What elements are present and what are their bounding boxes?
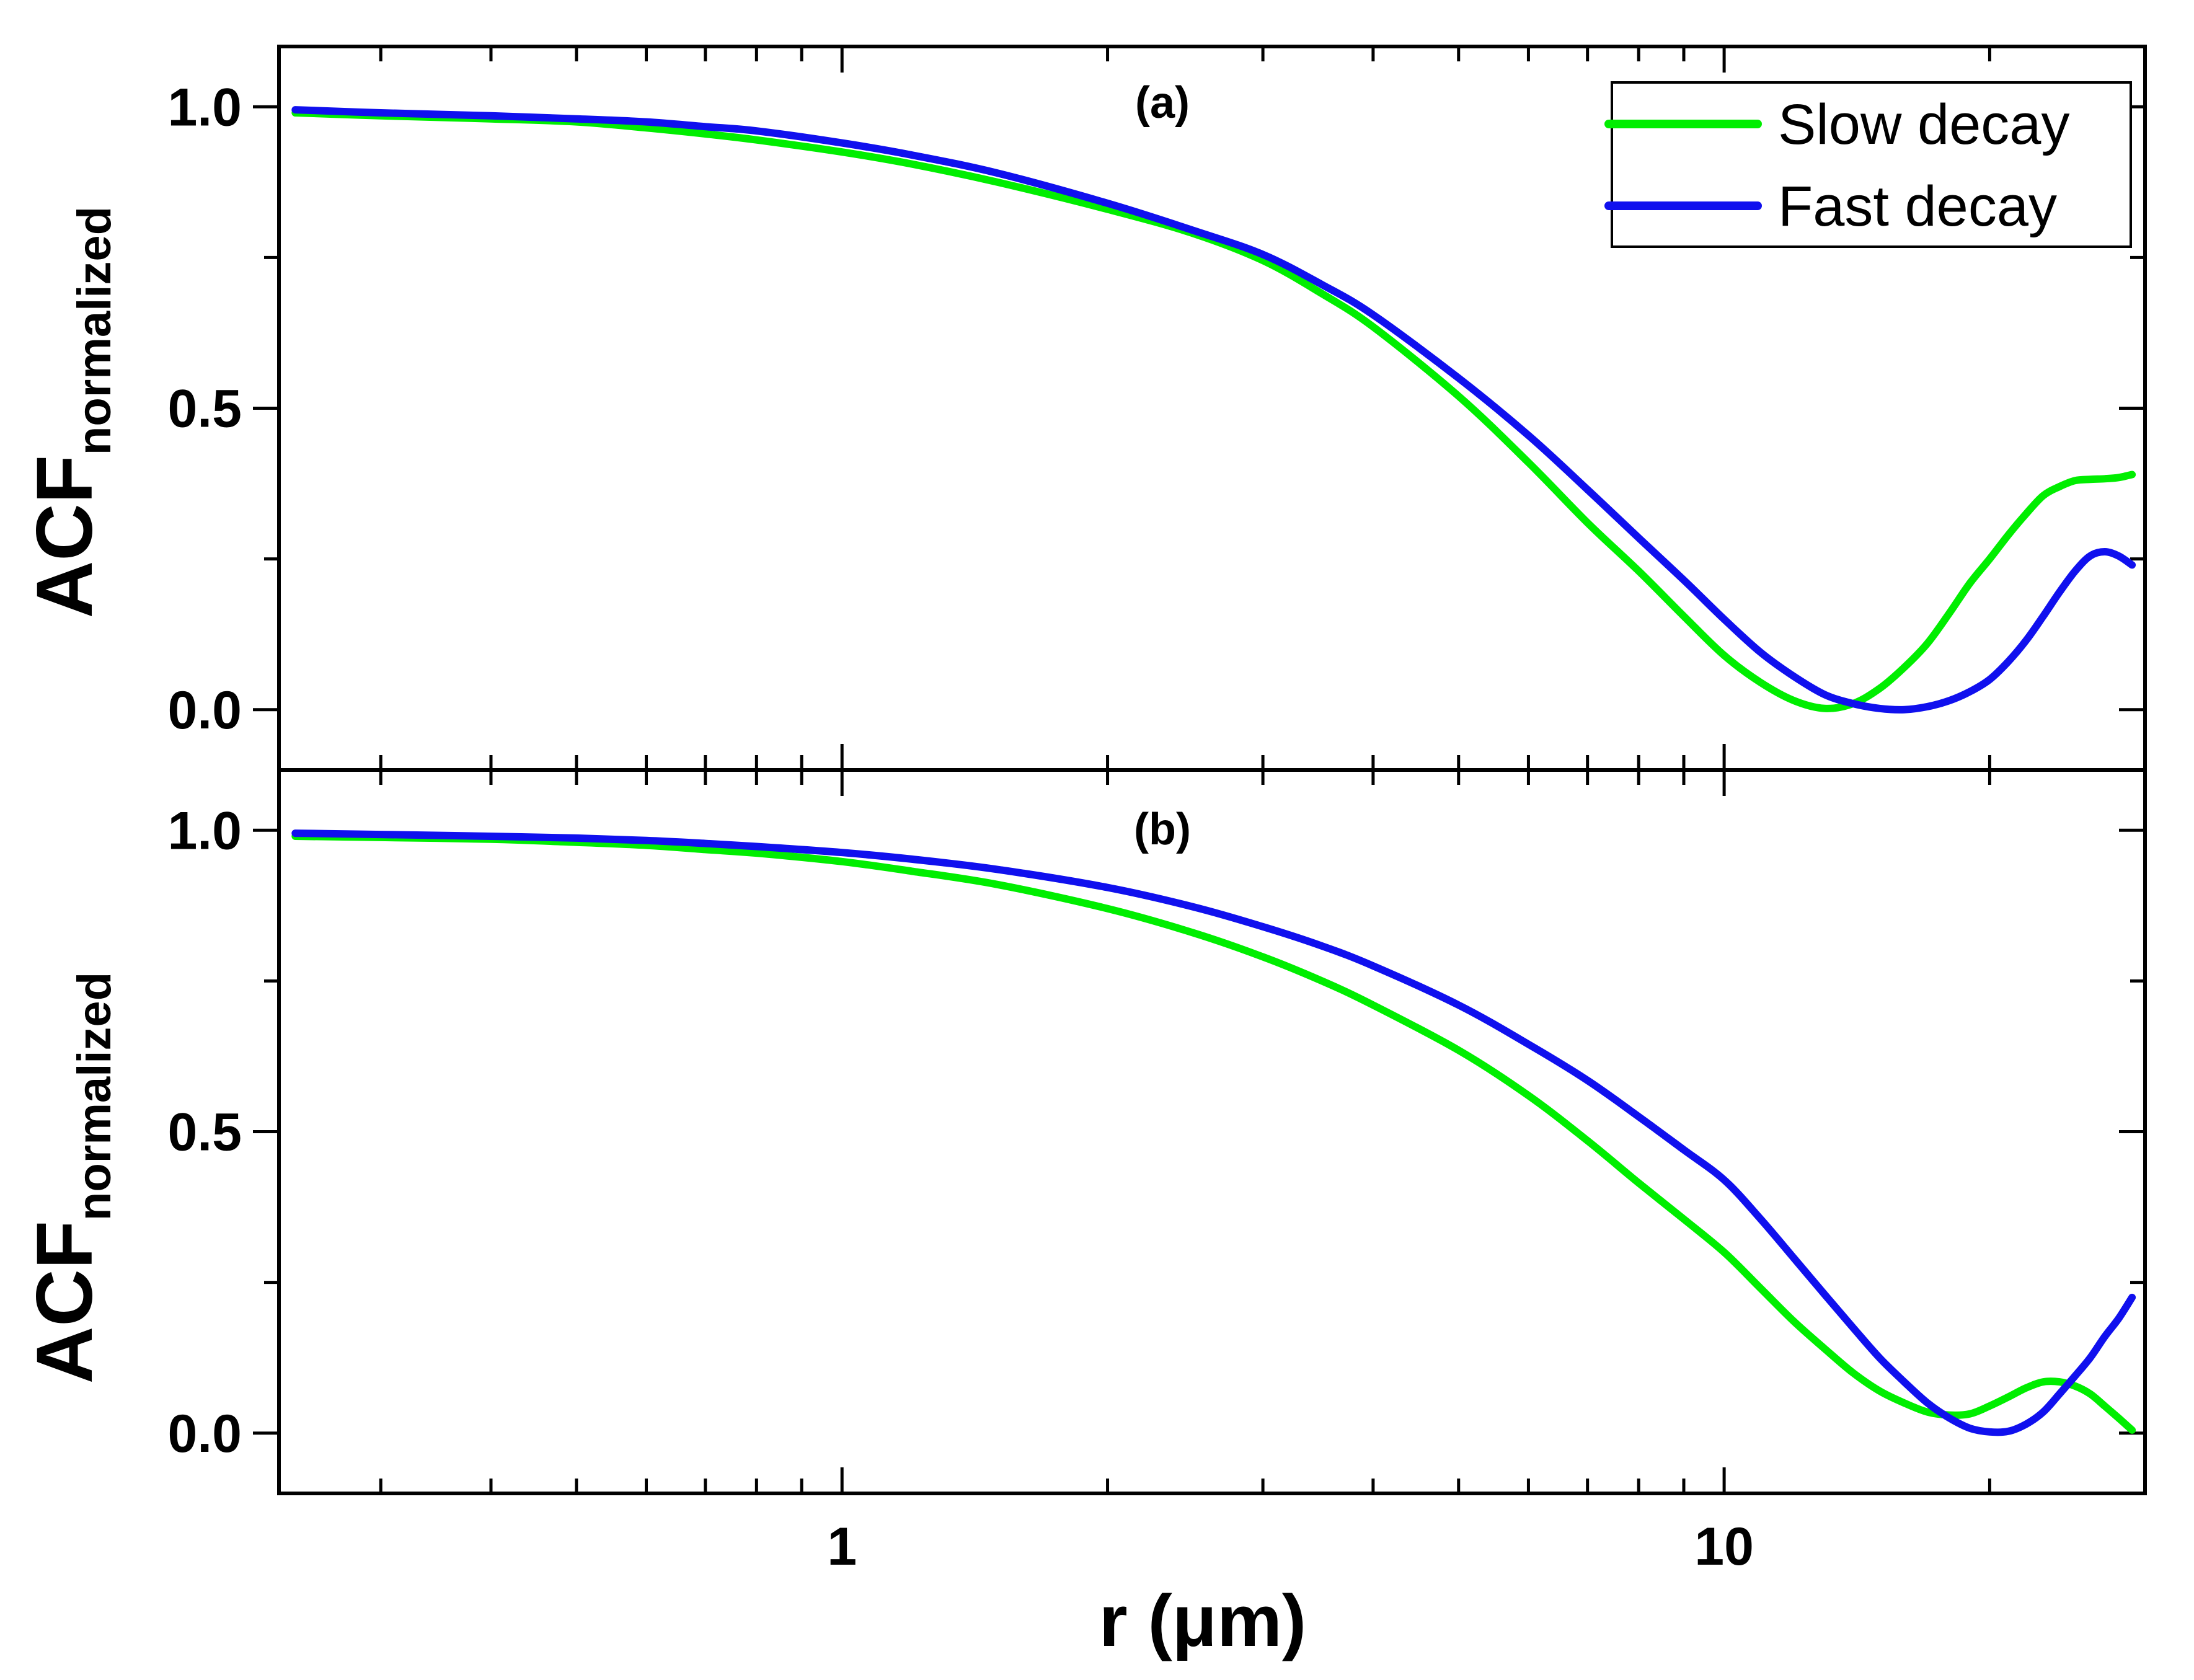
panel-b: 0.0 0.5 1.0 1 10 (b) ACFnormalized r (μm) xyxy=(20,768,2147,1662)
panel-b-lines xyxy=(291,829,2136,1436)
legend-label-fast-decay: Fast decay xyxy=(1778,175,2057,238)
panel-b-series-fast-decay xyxy=(291,829,2136,1436)
panel-a-ytick-label: 1.0 xyxy=(167,77,242,137)
panel-b-xtick-labels: 1 10 xyxy=(827,1517,1754,1576)
panel-b-ylabel-subscript: normalized xyxy=(68,972,121,1221)
legend: Slow decay Fast decay xyxy=(1604,81,2132,248)
legend-label-slow-decay: Slow decay xyxy=(1778,93,2069,156)
panel-a-lines xyxy=(291,106,2136,714)
panel-a-ticks xyxy=(253,46,2147,770)
panel-a-series-slow-decay xyxy=(291,109,2136,712)
x-axis-label: r (μm) xyxy=(1099,1580,1306,1662)
panel-b-ytick-labels: 0.0 0.5 1.0 xyxy=(167,801,242,1464)
panel-b-label: (b) xyxy=(1134,805,1191,854)
panel-b-ticks xyxy=(253,770,2147,1493)
panel-b-xtick-label: 1 xyxy=(827,1517,857,1576)
panel-a-ytick-label: 0.0 xyxy=(167,681,242,740)
panel-a: 0.0 0.5 1.0 (a) Slow decay Fast decay ACFn… xyxy=(20,45,2147,772)
panel-a-ylabel-main: ACF xyxy=(20,455,109,618)
panel-b-series-slow-decay xyxy=(291,833,2136,1434)
panel-a-ylabel-subscript: normalized xyxy=(68,206,121,455)
panel-b-ytick-label: 1.0 xyxy=(167,801,242,860)
panel-a-label: (a) xyxy=(1135,78,1190,128)
panel-a-ytick-label: 0.5 xyxy=(167,379,242,439)
panel-b-xtick-label: 10 xyxy=(1694,1517,1754,1576)
panel-b-ytick-label: 0.5 xyxy=(167,1103,242,1162)
panel-b-ylabel-main: ACF xyxy=(20,1221,109,1384)
panel-a-series-fast-decay xyxy=(291,106,2136,714)
panel-b-ylabel: ACFnormalized xyxy=(20,972,121,1384)
panel-a-ytick-labels: 0.0 0.5 1.0 xyxy=(167,77,242,740)
legend-box xyxy=(1611,81,2132,248)
panel-b-ytick-label: 0.0 xyxy=(167,1404,242,1464)
panel-a-ylabel: ACFnormalized xyxy=(20,206,121,618)
